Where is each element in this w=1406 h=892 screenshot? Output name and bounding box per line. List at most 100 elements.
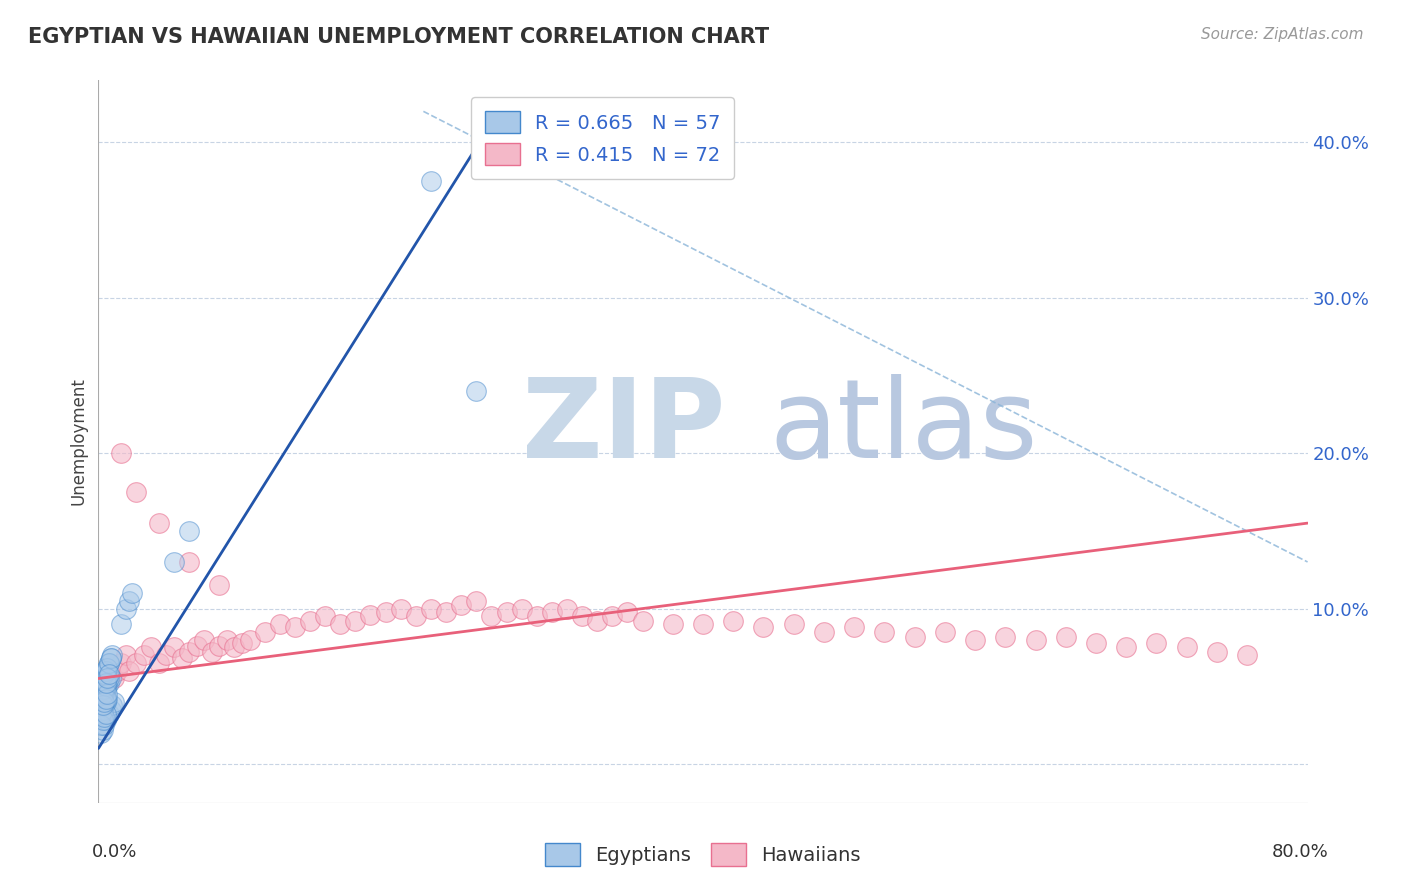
Point <box>96 687 118 701</box>
Text: atlas: atlas <box>769 374 1038 481</box>
Point <box>844 620 866 634</box>
Point <box>813 624 835 639</box>
Point <box>481 609 503 624</box>
Point <box>201 645 224 659</box>
Point <box>661 617 683 632</box>
Point <box>93 666 115 681</box>
Point <box>93 687 115 701</box>
Point <box>91 691 114 706</box>
Text: ZIP: ZIP <box>522 374 725 481</box>
Point <box>103 672 125 686</box>
Point <box>186 639 208 653</box>
Point <box>1206 645 1229 659</box>
Point <box>692 617 714 632</box>
Point <box>96 691 118 706</box>
Point <box>91 698 114 712</box>
Point <box>405 609 427 624</box>
Point <box>93 666 115 681</box>
Point <box>344 614 367 628</box>
Point <box>98 666 121 681</box>
Point <box>571 609 593 624</box>
Point <box>141 640 163 655</box>
Point <box>148 516 170 530</box>
Legend: Egyptians, Hawaiians: Egyptians, Hawaiians <box>537 835 869 873</box>
Point <box>91 714 114 728</box>
Point <box>148 656 170 670</box>
Point <box>103 695 125 709</box>
Point <box>179 555 201 569</box>
Point <box>90 695 112 709</box>
Point <box>752 620 775 634</box>
Point <box>101 698 124 712</box>
Point <box>231 636 253 650</box>
Point <box>873 624 896 639</box>
Point <box>96 676 118 690</box>
Point <box>965 632 987 647</box>
Point <box>465 384 488 398</box>
Y-axis label: Unemployment: Unemployment <box>69 377 87 506</box>
Text: 0.0%: 0.0% <box>91 843 136 861</box>
Point <box>723 614 745 628</box>
Point <box>239 632 262 647</box>
Point <box>179 645 201 659</box>
Point <box>132 648 155 663</box>
Point <box>1236 648 1258 663</box>
Point <box>555 601 578 615</box>
Point <box>98 676 121 690</box>
Legend: R = 0.665   N = 57, R = 0.415   N = 72: R = 0.665 N = 57, R = 0.415 N = 72 <box>471 97 734 179</box>
Point <box>495 605 517 619</box>
Point <box>163 640 186 655</box>
Point <box>314 609 336 624</box>
Point <box>91 672 114 686</box>
Point <box>100 702 122 716</box>
Point <box>110 446 132 460</box>
Point <box>934 624 956 639</box>
Text: 80.0%: 80.0% <box>1272 843 1329 861</box>
Point <box>121 586 143 600</box>
Point <box>105 664 128 678</box>
Point <box>100 672 122 686</box>
Point <box>125 656 148 670</box>
Text: EGYPTIAN VS HAWAIIAN UNEMPLOYMENT CORRELATION CHART: EGYPTIAN VS HAWAIIAN UNEMPLOYMENT CORREL… <box>28 27 769 46</box>
Point <box>329 617 352 632</box>
Point <box>602 609 624 624</box>
Point <box>631 614 654 628</box>
Text: Source: ZipAtlas.com: Source: ZipAtlas.com <box>1201 27 1364 42</box>
Point <box>94 682 117 697</box>
Point <box>994 630 1017 644</box>
Point <box>125 485 148 500</box>
Point <box>586 614 609 628</box>
Point <box>94 714 117 728</box>
Point <box>1024 632 1046 647</box>
Point <box>93 695 115 709</box>
Point <box>110 617 132 632</box>
Point <box>94 707 117 722</box>
Point <box>90 726 112 740</box>
Point <box>90 707 112 722</box>
Point <box>224 640 246 655</box>
Point <box>783 617 806 632</box>
Point <box>94 676 117 690</box>
Point <box>93 718 115 732</box>
Point <box>1085 636 1108 650</box>
Point <box>904 630 927 644</box>
Point <box>450 599 472 613</box>
Point <box>193 632 215 647</box>
Point <box>215 632 238 647</box>
Point <box>114 601 136 615</box>
Point <box>114 648 136 663</box>
Point <box>420 174 443 188</box>
Point <box>91 687 114 701</box>
Point <box>540 605 562 619</box>
Point <box>1054 630 1077 644</box>
Point <box>510 601 533 615</box>
Point <box>389 601 412 615</box>
Point <box>208 639 231 653</box>
Point <box>100 651 122 665</box>
Point <box>90 718 112 732</box>
Point <box>94 664 117 678</box>
Point <box>93 698 115 712</box>
Point <box>98 656 121 670</box>
Point <box>110 656 132 670</box>
Point <box>98 656 121 670</box>
